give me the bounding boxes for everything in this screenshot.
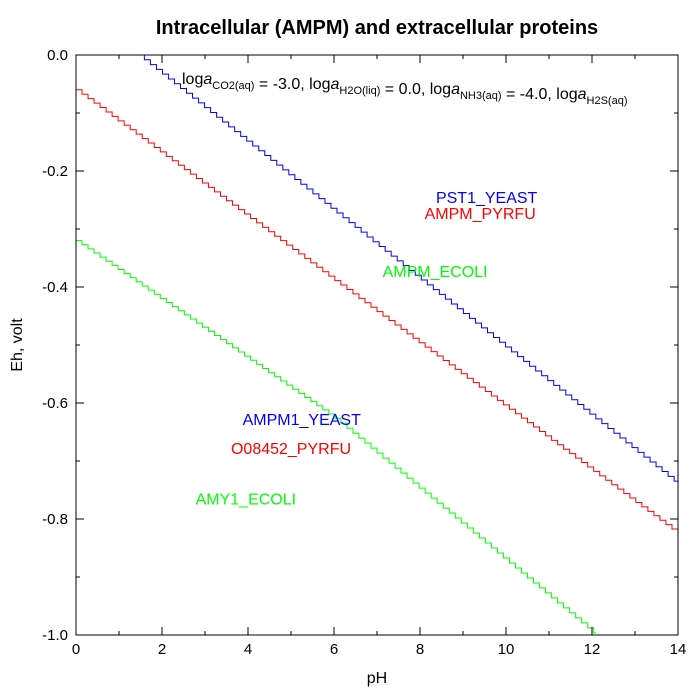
y-tick-label: 0.0 <box>47 47 68 64</box>
x-tick-label: 2 <box>158 641 166 658</box>
region-label-o08452-pyrfu: O08452_PYRFU <box>231 441 351 458</box>
y-tick-label: -0.8 <box>42 511 68 528</box>
region-label-amy1-ecoli: AMY1_ECOLI <box>196 492 296 509</box>
y-tick-label: -0.6 <box>42 395 68 412</box>
x-tick-label: 14 <box>670 641 687 658</box>
x-tick-label: 10 <box>498 641 515 658</box>
region-label-ampm-ecoli: AMPM_ECOLI <box>383 264 488 281</box>
series-layer <box>76 55 678 634</box>
region-label-ampm-pyrfu: AMPM_PYRFU <box>425 206 536 223</box>
series-line-3 <box>76 240 597 634</box>
y-tick-label: -1.0 <box>42 627 68 644</box>
x-tick-label: 4 <box>244 641 252 658</box>
x-tick-label: 8 <box>416 641 424 658</box>
conditions-annotation: logaCO2(aq) = -3.0, logaH2O(liq) = 0.0, … <box>182 71 627 107</box>
annotation-layer: logaCO2(aq) = -3.0, logaH2O(liq) = 0.0, … <box>182 71 627 107</box>
series-line-2 <box>76 89 678 534</box>
series-line-1 <box>138 55 678 482</box>
tick-layer: 0 2 4 6 8 10 12 14 0.0 -0.2 -0.4 -0.6 -0.8 -1.0 <box>42 47 686 658</box>
x-axis-label: pH <box>367 670 387 687</box>
x-tick-label: 0 <box>72 641 80 658</box>
chart-title: Intracellular (AMPM) and extracellular p… <box>156 17 598 39</box>
y-tick-label: -0.4 <box>42 279 68 296</box>
y-tick-label: -0.2 <box>42 163 68 180</box>
plot-frame <box>75 54 679 636</box>
region-label-ampm1-yeast: AMPM1_YEAST <box>243 412 361 429</box>
x-tick-label: 12 <box>584 641 601 658</box>
x-tick-label: 6 <box>330 641 338 658</box>
region-label-pst1-yeast: PST1_YEAST <box>436 190 538 207</box>
y-axis-label: Eh, volt <box>9 318 26 372</box>
